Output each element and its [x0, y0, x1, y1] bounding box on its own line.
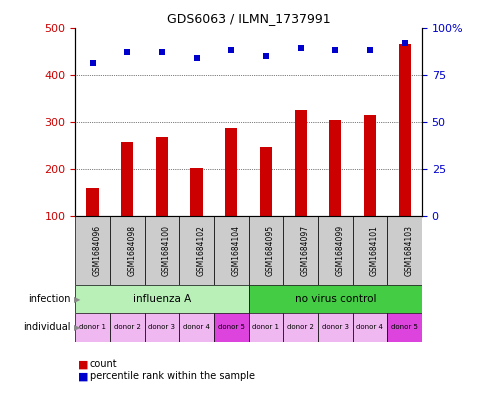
- Text: donor 4: donor 4: [183, 324, 210, 331]
- Text: infection: infection: [28, 294, 70, 304]
- Bar: [190, 168, 202, 216]
- Text: donor 5: donor 5: [217, 324, 244, 331]
- Text: GSM1684100: GSM1684100: [162, 225, 170, 276]
- Text: GSM1684096: GSM1684096: [92, 225, 101, 276]
- Point: [89, 60, 96, 66]
- Bar: [363, 115, 375, 216]
- Point: [158, 49, 166, 55]
- Text: donor 2: donor 2: [114, 324, 140, 331]
- Point: [123, 49, 131, 55]
- Text: donor 2: donor 2: [287, 324, 313, 331]
- Text: GSM1684098: GSM1684098: [127, 225, 136, 276]
- Bar: [155, 137, 167, 216]
- Text: donor 3: donor 3: [321, 324, 348, 331]
- Bar: [109, 216, 144, 285]
- Bar: [144, 216, 179, 285]
- Bar: [179, 313, 213, 342]
- Text: GSM1684103: GSM1684103: [404, 225, 413, 276]
- Text: ▶: ▶: [74, 295, 80, 303]
- Title: GDS6063 / ILMN_1737991: GDS6063 / ILMN_1737991: [166, 12, 330, 25]
- Text: ■: ■: [77, 360, 88, 369]
- Bar: [144, 313, 179, 342]
- Bar: [109, 313, 144, 342]
- Point: [296, 45, 304, 51]
- Bar: [294, 110, 306, 216]
- Text: donor 1: donor 1: [252, 324, 279, 331]
- Text: donor 5: donor 5: [391, 324, 417, 331]
- Text: GSM1684101: GSM1684101: [369, 225, 378, 276]
- Text: ■: ■: [77, 371, 88, 381]
- Text: percentile rank within the sample: percentile rank within the sample: [90, 371, 254, 381]
- Text: donor 3: donor 3: [148, 324, 175, 331]
- Point: [400, 39, 408, 46]
- Point: [227, 47, 235, 53]
- Bar: [318, 216, 352, 285]
- Point: [365, 47, 373, 53]
- Text: GSM1684104: GSM1684104: [231, 225, 240, 276]
- Bar: [283, 313, 318, 342]
- Text: donor 4: donor 4: [356, 324, 382, 331]
- Bar: [352, 313, 386, 342]
- Text: no virus control: no virus control: [294, 294, 375, 304]
- Bar: [248, 216, 283, 285]
- Text: ▶: ▶: [74, 323, 80, 332]
- Bar: [352, 216, 386, 285]
- Text: individual: individual: [23, 322, 70, 332]
- Bar: [213, 313, 248, 342]
- Point: [331, 47, 338, 53]
- Bar: [213, 216, 248, 285]
- Point: [261, 53, 269, 59]
- Bar: [398, 44, 410, 216]
- Bar: [75, 216, 109, 285]
- Bar: [248, 313, 283, 342]
- Bar: [386, 216, 421, 285]
- Bar: [259, 147, 272, 216]
- Bar: [121, 141, 133, 216]
- Bar: [318, 313, 352, 342]
- Bar: [386, 313, 421, 342]
- Bar: [75, 313, 109, 342]
- Text: count: count: [90, 360, 117, 369]
- Bar: [225, 128, 237, 216]
- Text: GSM1684099: GSM1684099: [334, 225, 344, 276]
- Text: GSM1684097: GSM1684097: [300, 225, 309, 276]
- Text: influenza A: influenza A: [133, 294, 191, 304]
- Bar: [329, 120, 341, 216]
- Bar: [75, 285, 248, 313]
- Bar: [179, 216, 213, 285]
- Text: GSM1684095: GSM1684095: [265, 225, 274, 276]
- Text: GSM1684102: GSM1684102: [196, 225, 205, 276]
- Bar: [86, 188, 98, 216]
- Bar: [283, 216, 318, 285]
- Text: donor 1: donor 1: [79, 324, 106, 331]
- Bar: [248, 285, 421, 313]
- Point: [192, 55, 200, 61]
